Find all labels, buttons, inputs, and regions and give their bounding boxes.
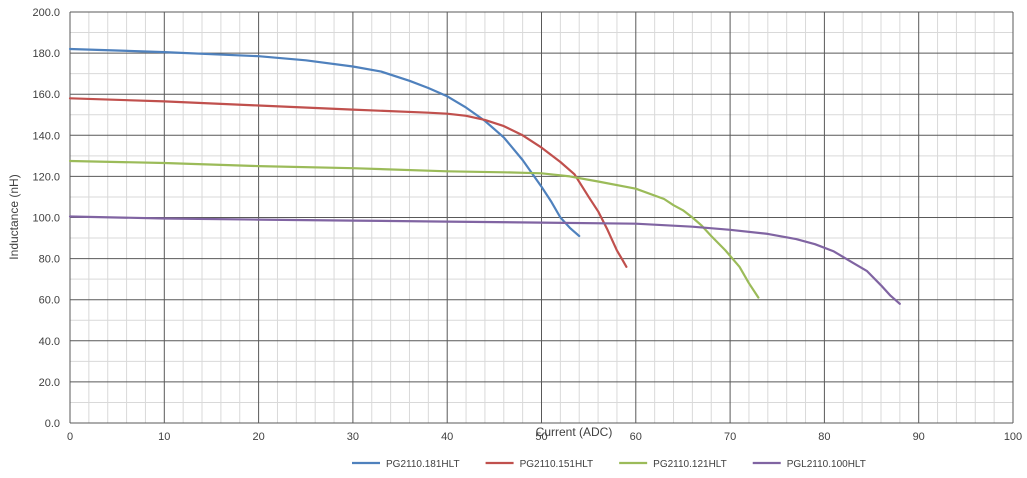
y-tick-label: 180.0 <box>32 48 60 60</box>
legend: PG2110.181HLT PG2110.151HLT PG2110.121HLT P… <box>352 459 866 470</box>
y-tick-label: 80.0 <box>39 254 60 266</box>
series-line <box>68 159 760 299</box>
y-tick-label: 200.0 <box>32 7 60 19</box>
y-tick-label: 120.0 <box>32 171 60 183</box>
x-tick-label: 50 <box>535 431 547 443</box>
y-tick-label: 60.0 <box>39 295 60 307</box>
series-lines <box>68 47 901 305</box>
legend-label: PG2110.181HLT <box>386 459 460 470</box>
legend-label: PGL2110.100HLT <box>787 459 866 470</box>
y-axis-tick-labels: 0.0 20.0 40.0 60.0 80.0 100.0 120.0 140.0 160.0 1… <box>32 7 60 430</box>
x-tick-label: 20 <box>252 431 264 443</box>
x-axis-tick-labels: 0 10 20 30 40 50 60 70 80 90 100 <box>67 431 1022 443</box>
y-tick-label: 0.0 <box>45 418 60 430</box>
x-tick-label: 90 <box>913 431 925 443</box>
y-tick-label: 100.0 <box>32 213 60 225</box>
series-line <box>68 47 581 238</box>
x-tick-label: 10 <box>158 431 170 443</box>
x-tick-label: 60 <box>630 431 642 443</box>
legend-label: PG2110.121HLT <box>653 459 727 470</box>
y-tick-label: 20.0 <box>39 377 60 389</box>
x-tick-label: 70 <box>724 431 736 443</box>
y-axis-title: Inductance (nH) <box>7 174 21 259</box>
y-tick-label: 140.0 <box>32 130 60 142</box>
x-tick-label: 100 <box>1004 431 1022 443</box>
legend-label: PG2110.151HLT <box>520 459 594 470</box>
x-axis-title: Current (ADC) <box>536 425 613 439</box>
x-tick-label: 30 <box>347 431 359 443</box>
y-tick-label: 160.0 <box>32 89 60 101</box>
series-line <box>68 97 628 268</box>
series-line <box>68 215 901 305</box>
y-tick-label: 40.0 <box>39 336 60 348</box>
x-tick-label: 80 <box>818 431 830 443</box>
x-tick-label: 40 <box>441 431 453 443</box>
x-tick-label: 0 <box>67 431 73 443</box>
